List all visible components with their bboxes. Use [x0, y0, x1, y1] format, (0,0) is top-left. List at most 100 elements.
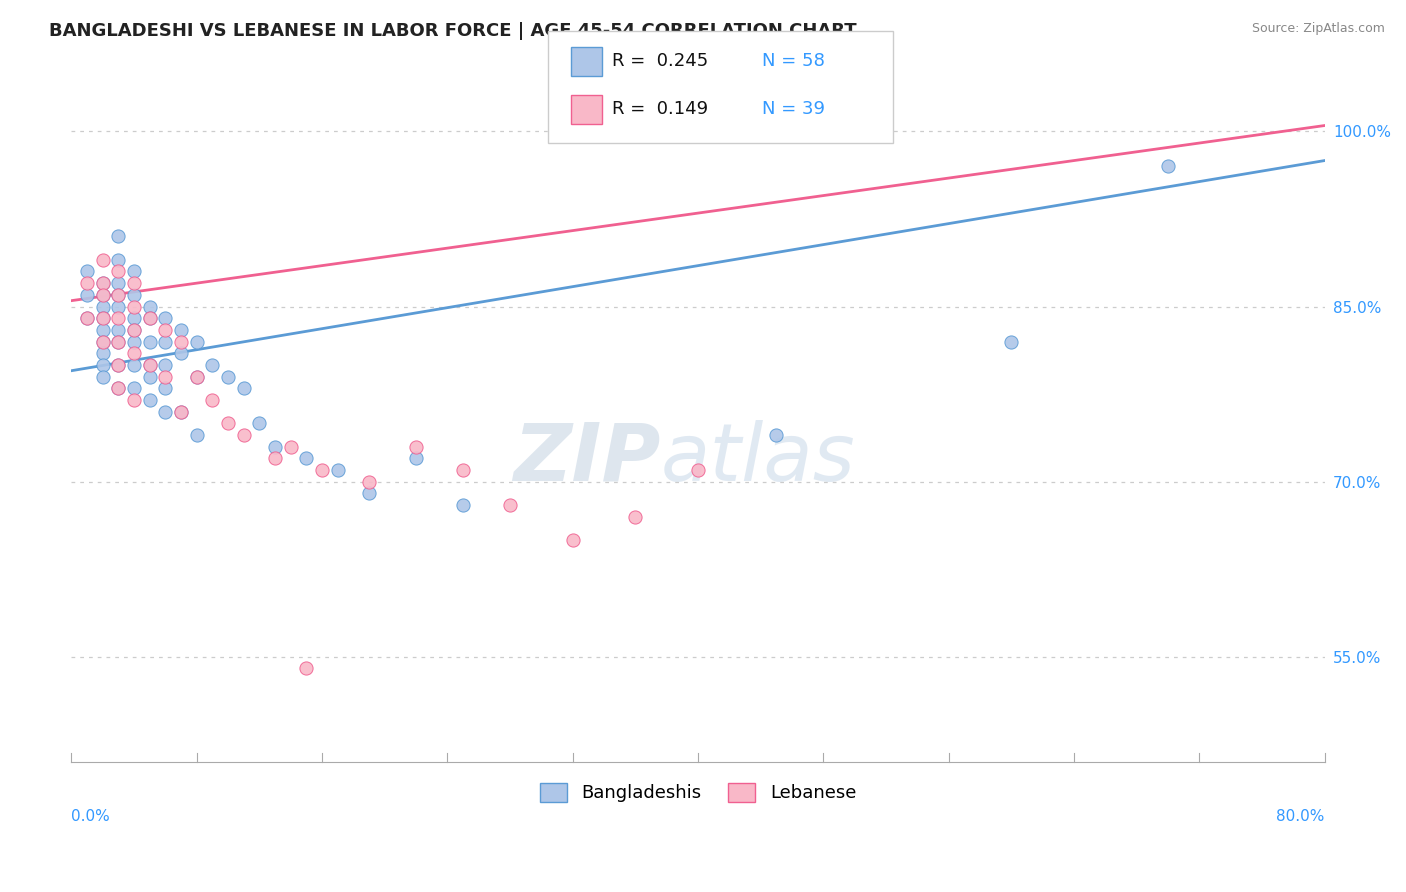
Text: atlas: atlas: [661, 420, 855, 498]
Point: [155, 381, 177, 395]
Point: [186, 428, 208, 442]
Text: ZIP: ZIP: [513, 420, 661, 498]
Point: [232, 428, 254, 442]
Point: [170, 334, 193, 349]
Point: [91, 369, 114, 384]
Point: [138, 311, 160, 326]
Point: [76, 288, 98, 302]
Point: [122, 311, 145, 326]
Point: [170, 404, 193, 418]
Text: N = 39: N = 39: [762, 101, 825, 119]
Point: [107, 311, 129, 326]
Point: [91, 323, 114, 337]
Point: [451, 463, 474, 477]
Point: [91, 300, 114, 314]
Point: [107, 358, 129, 372]
Point: [155, 311, 177, 326]
Point: [405, 440, 427, 454]
Point: [76, 311, 98, 326]
Point: [326, 463, 349, 477]
Point: [91, 358, 114, 372]
Point: [76, 276, 98, 290]
Point: [91, 334, 114, 349]
Point: [138, 358, 160, 372]
Point: [107, 300, 129, 314]
Point: [122, 358, 145, 372]
Point: [155, 369, 177, 384]
Point: [561, 533, 583, 547]
Point: [170, 346, 193, 360]
Point: [405, 451, 427, 466]
Text: R =  0.149: R = 0.149: [612, 101, 707, 119]
Point: [107, 334, 129, 349]
Point: [155, 358, 177, 372]
Point: [107, 323, 129, 337]
Point: [170, 323, 193, 337]
Point: [155, 404, 177, 418]
Point: [686, 463, 709, 477]
Point: [122, 264, 145, 278]
Point: [311, 463, 333, 477]
Point: [138, 369, 160, 384]
Point: [247, 417, 270, 431]
Point: [217, 369, 239, 384]
Point: [170, 404, 193, 418]
Point: [357, 486, 380, 500]
Point: [295, 661, 318, 675]
Point: [91, 311, 114, 326]
Point: [91, 311, 114, 326]
Text: Source: ZipAtlas.com: Source: ZipAtlas.com: [1251, 22, 1385, 36]
Point: [138, 300, 160, 314]
Point: [186, 369, 208, 384]
Legend: Bangladeshis, Lebanese: Bangladeshis, Lebanese: [530, 774, 865, 812]
Point: [122, 346, 145, 360]
Point: [91, 252, 114, 267]
Point: [107, 334, 129, 349]
Text: N = 58: N = 58: [762, 53, 825, 70]
Point: [217, 417, 239, 431]
Point: [138, 392, 160, 407]
Point: [107, 288, 129, 302]
Point: [186, 334, 208, 349]
Point: [232, 381, 254, 395]
Point: [138, 334, 160, 349]
Point: [122, 334, 145, 349]
Point: [107, 381, 129, 395]
Text: 0.0%: 0.0%: [72, 809, 110, 823]
Text: BANGLADESHI VS LEBANESE IN LABOR FORCE | AGE 45-54 CORRELATION CHART: BANGLADESHI VS LEBANESE IN LABOR FORCE |…: [49, 22, 856, 40]
Point: [107, 381, 129, 395]
Point: [264, 451, 287, 466]
Point: [122, 300, 145, 314]
Point: [155, 334, 177, 349]
Point: [765, 428, 787, 442]
Point: [91, 288, 114, 302]
Point: [122, 381, 145, 395]
Point: [280, 440, 302, 454]
Point: [624, 509, 647, 524]
Point: [91, 346, 114, 360]
Point: [264, 440, 287, 454]
Point: [201, 392, 224, 407]
Point: [107, 276, 129, 290]
Text: 80.0%: 80.0%: [1277, 809, 1324, 823]
Point: [138, 311, 160, 326]
Point: [122, 288, 145, 302]
Point: [107, 288, 129, 302]
Point: [76, 311, 98, 326]
Point: [122, 323, 145, 337]
Point: [186, 369, 208, 384]
Point: [107, 358, 129, 372]
Point: [451, 498, 474, 512]
Point: [91, 276, 114, 290]
Point: [76, 264, 98, 278]
Point: [138, 358, 160, 372]
Point: [1000, 334, 1022, 349]
Point: [1157, 160, 1180, 174]
Point: [91, 288, 114, 302]
Point: [107, 229, 129, 244]
Point: [91, 334, 114, 349]
Point: [201, 358, 224, 372]
Point: [122, 323, 145, 337]
Point: [295, 451, 318, 466]
Point: [91, 276, 114, 290]
